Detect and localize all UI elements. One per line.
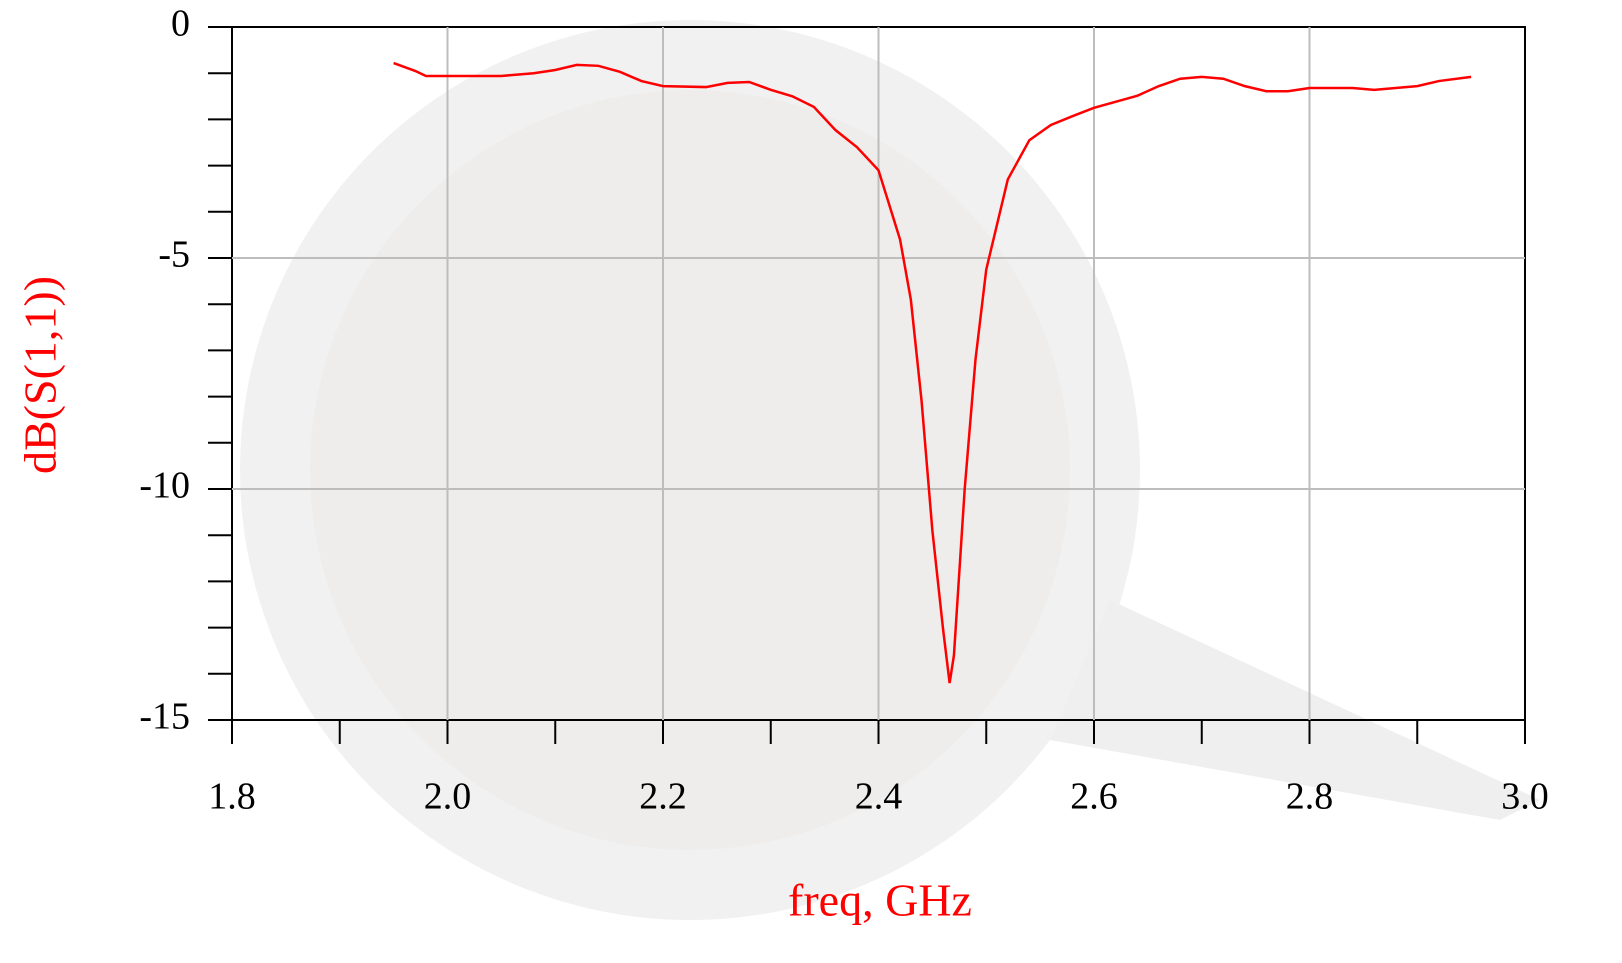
y-tick-label: -10 (139, 465, 190, 507)
x-tick-label: 3.0 (1501, 776, 1549, 818)
x-tick-label: 2.2 (639, 776, 687, 818)
x-axis-label: freq, GHz (788, 875, 972, 926)
y-tick-label: -15 (139, 696, 190, 738)
y-tick-label: 0 (171, 3, 190, 45)
x-tick-label: 1.8 (208, 776, 256, 818)
data-line (393, 61, 1472, 684)
y-axis-label: dB(S(1,1)) (15, 276, 66, 474)
x-tick-label: 2.4 (855, 776, 903, 818)
x-tick-label: 2.6 (1070, 776, 1118, 818)
y-tick-label: -5 (158, 234, 190, 276)
x-tick-label: 2.0 (424, 776, 472, 818)
watermark (240, 20, 1540, 920)
x-tick-label: 2.8 (1286, 776, 1334, 818)
